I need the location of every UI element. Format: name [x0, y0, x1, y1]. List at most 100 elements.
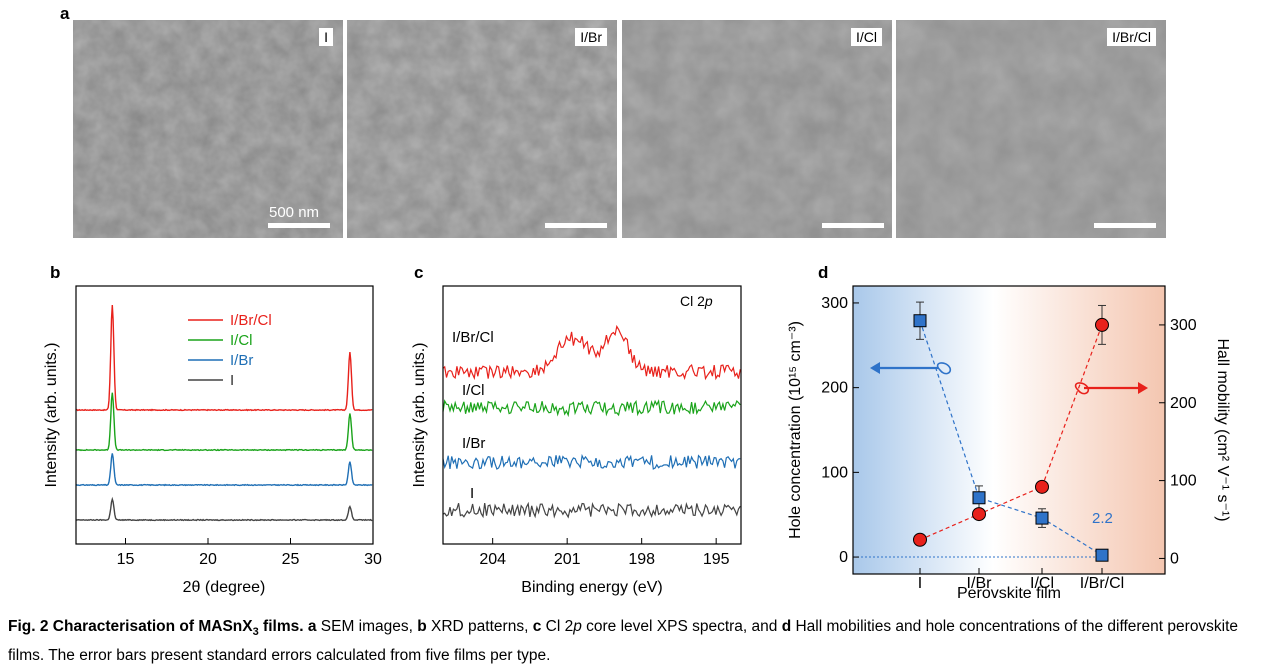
- sem-tag: I: [319, 28, 333, 46]
- y-tick-label-right: 200: [1170, 395, 1197, 412]
- arrowhead-icon: [1138, 382, 1148, 394]
- sem-texture: [622, 20, 892, 238]
- y-tick-label-right: 100: [1170, 473, 1197, 490]
- chart-d: 2.2 0 100 200 300 0 100 200 300 I I/Br I/Cl I/Br/Cl…: [787, 285, 1231, 602]
- hole-conc-point: [1035, 511, 1049, 525]
- x-tick-label: 25: [282, 551, 300, 568]
- sem-image-i: I 500 nm: [73, 20, 343, 238]
- scalebar-label: 500 nm: [269, 204, 320, 221]
- scalebar: [822, 223, 884, 228]
- scalebar: [268, 223, 330, 228]
- x-ticks: 204 201 198 195: [479, 538, 730, 568]
- x-axis-label: 2θ (degree): [183, 579, 266, 596]
- chart-b: 15 20 25 30 2θ (degree) Intensity (arb. uni…: [43, 285, 382, 596]
- series-label: I/Cl: [462, 382, 485, 399]
- x-axis-label: Perovskite film: [957, 585, 1061, 602]
- series-line-square: [919, 320, 1103, 556]
- xps-line-icl: [442, 399, 741, 418]
- x-tick-label: 20: [199, 551, 217, 568]
- series-line-circle: [919, 324, 1103, 541]
- sem-texture: [347, 20, 617, 238]
- xrd-plot: [75, 305, 373, 522]
- y-axis-label-right: Hall mobility (cm² V⁻¹ s⁻¹): [1214, 338, 1231, 521]
- series-label: I/Br/Cl: [452, 329, 494, 346]
- hole-conc-point: [913, 314, 927, 328]
- y-tick-label-right: 300: [1170, 317, 1197, 334]
- caption-b-text: XRD patterns,: [426, 618, 533, 635]
- sem-tag: I/Br/Cl: [1107, 28, 1156, 46]
- chart-title: Cl 2p: [680, 293, 713, 309]
- legend-label: I/Cl: [230, 332, 253, 349]
- series-labels: I/Br/Cl I/Cl I/Br I: [452, 329, 494, 502]
- xrd-line-ibrcl: [75, 305, 373, 412]
- xps-line-ibr: [442, 453, 741, 470]
- xps-plot: [442, 324, 741, 519]
- xrd-line-icl: [75, 392, 373, 452]
- axis-indicator-circle: [936, 362, 952, 375]
- panel-label-a: a: [60, 4, 70, 23]
- caption-d-text: Hall mobilities and hole concentrations …: [8, 618, 1239, 665]
- y-tick-label-left: 0: [839, 549, 848, 566]
- x-tick-label: 204: [479, 551, 506, 568]
- sem-tag: I/Cl: [851, 28, 882, 46]
- panel-label-b: b: [50, 263, 61, 282]
- mobility-point: [972, 507, 986, 522]
- x-axis-label: Binding energy (eV): [521, 579, 662, 596]
- y-tick-label-left: 100: [821, 464, 848, 481]
- mobility-point: [1035, 479, 1049, 494]
- caption-c-label: c: [532, 618, 542, 635]
- series-label: I/Br: [462, 435, 485, 452]
- xrd-line-i: [75, 496, 373, 522]
- xrd-line-ibr: [75, 453, 373, 487]
- x-tick-label: I/Br: [967, 575, 993, 592]
- y-tick-label-right: 0: [1170, 550, 1179, 567]
- xps-line-ibrcl: [442, 324, 741, 381]
- caption-d-label: d: [781, 618, 792, 635]
- legend: I/Br/Cl I/Cl I/Br I: [188, 312, 272, 389]
- caption-title: Fig. 2 Characterisation of MASnX3 films.: [8, 618, 304, 639]
- x-tick-label: 198: [628, 551, 655, 568]
- axis-ticks: 0 100 200 300 0 100 200 300 I I/Br I/Cl I/Br/Cl: [821, 295, 1197, 592]
- x-tick-label: 201: [554, 551, 581, 568]
- xps-line-i: [442, 501, 741, 519]
- legend-label: I: [230, 372, 234, 389]
- scalebar: [1094, 223, 1156, 228]
- sem-image-ibrcl: I/Br/Cl: [896, 20, 1166, 238]
- sem-texture: [896, 20, 1166, 238]
- x-tick-label: 15: [117, 551, 135, 568]
- x-ticks: 15 20 25 30: [117, 538, 382, 568]
- x-tick-label: I: [918, 575, 922, 592]
- hole-conc-point: [1095, 548, 1109, 562]
- caption-a-label: a: [307, 618, 317, 635]
- hall-plot: 2.2: [853, 301, 1148, 562]
- scalebar: [545, 223, 607, 228]
- y-tick-label-left: 200: [821, 380, 848, 397]
- plot-frame: [442, 285, 742, 545]
- sem-image-icl: I/Cl: [622, 20, 892, 238]
- x-tick-label: 30: [364, 551, 382, 568]
- x-tick-label: I/Br/Cl: [1080, 575, 1124, 592]
- caption-c-italic: p: [573, 618, 582, 635]
- chart-c: 204 201 198 195 Cl 2p Binding energy (eV) I…: [411, 285, 742, 596]
- caption-b-label: b: [417, 618, 427, 635]
- x-tick-label: I/Cl: [1030, 575, 1054, 592]
- annotation-label: 2.2: [1092, 510, 1113, 527]
- panel-label-d: d: [818, 263, 829, 282]
- caption-a-text: SEM images,: [316, 618, 418, 635]
- panel-label-c: c: [414, 263, 424, 282]
- chart-title-italic: p: [704, 293, 713, 309]
- mobility-point: [913, 532, 927, 547]
- series-label: I: [470, 485, 474, 502]
- plot-frame: [75, 285, 374, 545]
- plot-background: [853, 286, 1165, 574]
- legend-label: I/Br: [230, 352, 253, 369]
- plot-frame: [852, 285, 1166, 575]
- arrowhead-icon: [870, 362, 880, 374]
- y-axis-label-left: Hole concentration (10¹⁵ cm⁻³): [787, 321, 804, 539]
- caption-c-text2: core level XPS spectra, and: [581, 618, 782, 635]
- y-axis-label: Intensity (arb. units.): [43, 343, 60, 488]
- figure-caption: Fig. 2 Characterisation of MASnX3 films.…: [8, 615, 1273, 668]
- caption-c-text: Cl 2: [541, 618, 574, 635]
- y-tick-label-left: 300: [821, 295, 848, 312]
- x-tick-label: 195: [703, 551, 730, 568]
